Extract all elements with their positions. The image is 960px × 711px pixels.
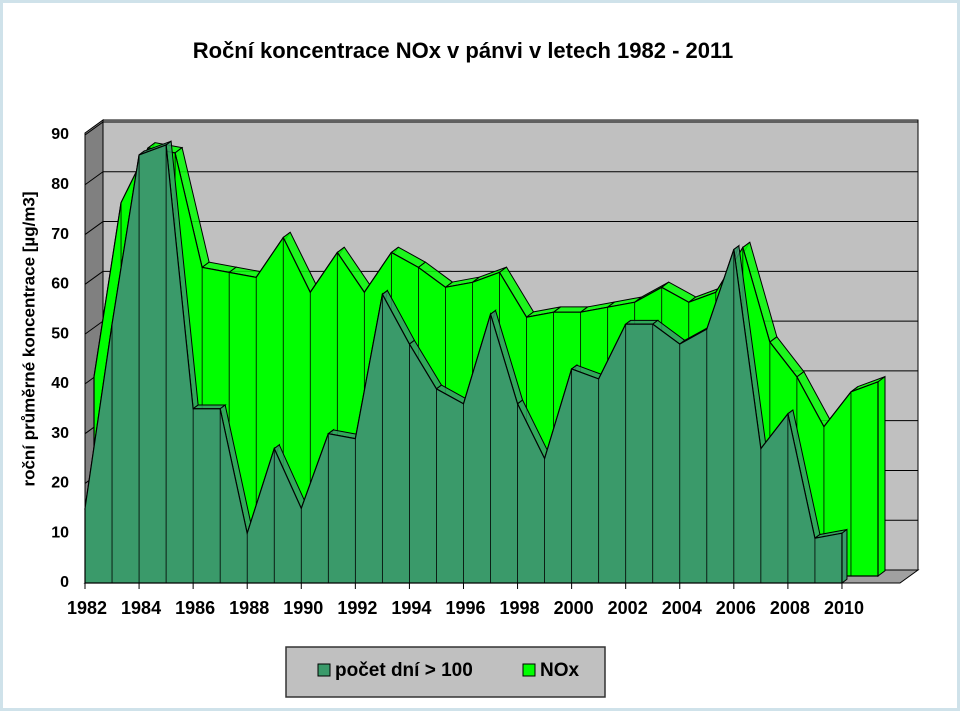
x-tick-label: 1982 xyxy=(67,598,107,618)
y-tick-label: 70 xyxy=(51,226,69,243)
x-tick-label: 1984 xyxy=(121,598,161,618)
chart-title: Roční koncentrace NOx v pánvi v letech 1… xyxy=(193,38,733,63)
legend xyxy=(285,646,606,698)
side-grid-line xyxy=(84,270,104,285)
x-tick-label: 1992 xyxy=(337,598,377,618)
legend-label: počet dní > 100 xyxy=(335,660,473,681)
y-tick-label: 30 xyxy=(51,425,69,442)
x-tick-label: 1998 xyxy=(500,598,540,618)
y-tick-label: 90 xyxy=(51,126,69,143)
x-tick-label: 2004 xyxy=(662,598,702,618)
area-side xyxy=(841,528,848,584)
side-grid-line xyxy=(84,221,104,235)
x-tick-label: 2000 xyxy=(554,598,594,618)
x-tick-label: 2008 xyxy=(770,598,810,618)
chart: Roční koncentrace NOx v pánvi v letech 1… xyxy=(19,38,920,698)
y-tick-label: 10 xyxy=(51,524,69,541)
y-tick-label: 80 xyxy=(51,176,69,193)
side-grid-line xyxy=(84,171,104,186)
x-tick-label: 1994 xyxy=(391,598,431,618)
legend-swatch xyxy=(522,663,536,677)
x-tick-label: 1990 xyxy=(283,598,323,618)
y-axis-title: roční průměrné koncentrace [µg/m3] xyxy=(19,191,38,486)
x-tick-label: 2002 xyxy=(608,598,648,618)
x-tick-label: 1986 xyxy=(175,598,215,618)
area-side xyxy=(877,375,886,577)
legend-label: NOx xyxy=(540,660,580,681)
legend-swatch xyxy=(317,663,331,677)
x-tick-label: 2006 xyxy=(716,598,756,618)
x-tick-label: 1996 xyxy=(445,598,485,618)
y-tick-label: 50 xyxy=(51,325,69,342)
y-tick-label: 40 xyxy=(51,375,69,392)
side-grid-line xyxy=(84,121,104,136)
y-tick-label: 60 xyxy=(51,276,69,293)
side-grid-line xyxy=(84,320,104,335)
y-tick-label: 20 xyxy=(51,475,69,492)
x-tick-label: 1988 xyxy=(229,598,269,618)
x-tick-label: 2010 xyxy=(824,598,864,618)
y-tick-label: 0 xyxy=(60,574,69,591)
